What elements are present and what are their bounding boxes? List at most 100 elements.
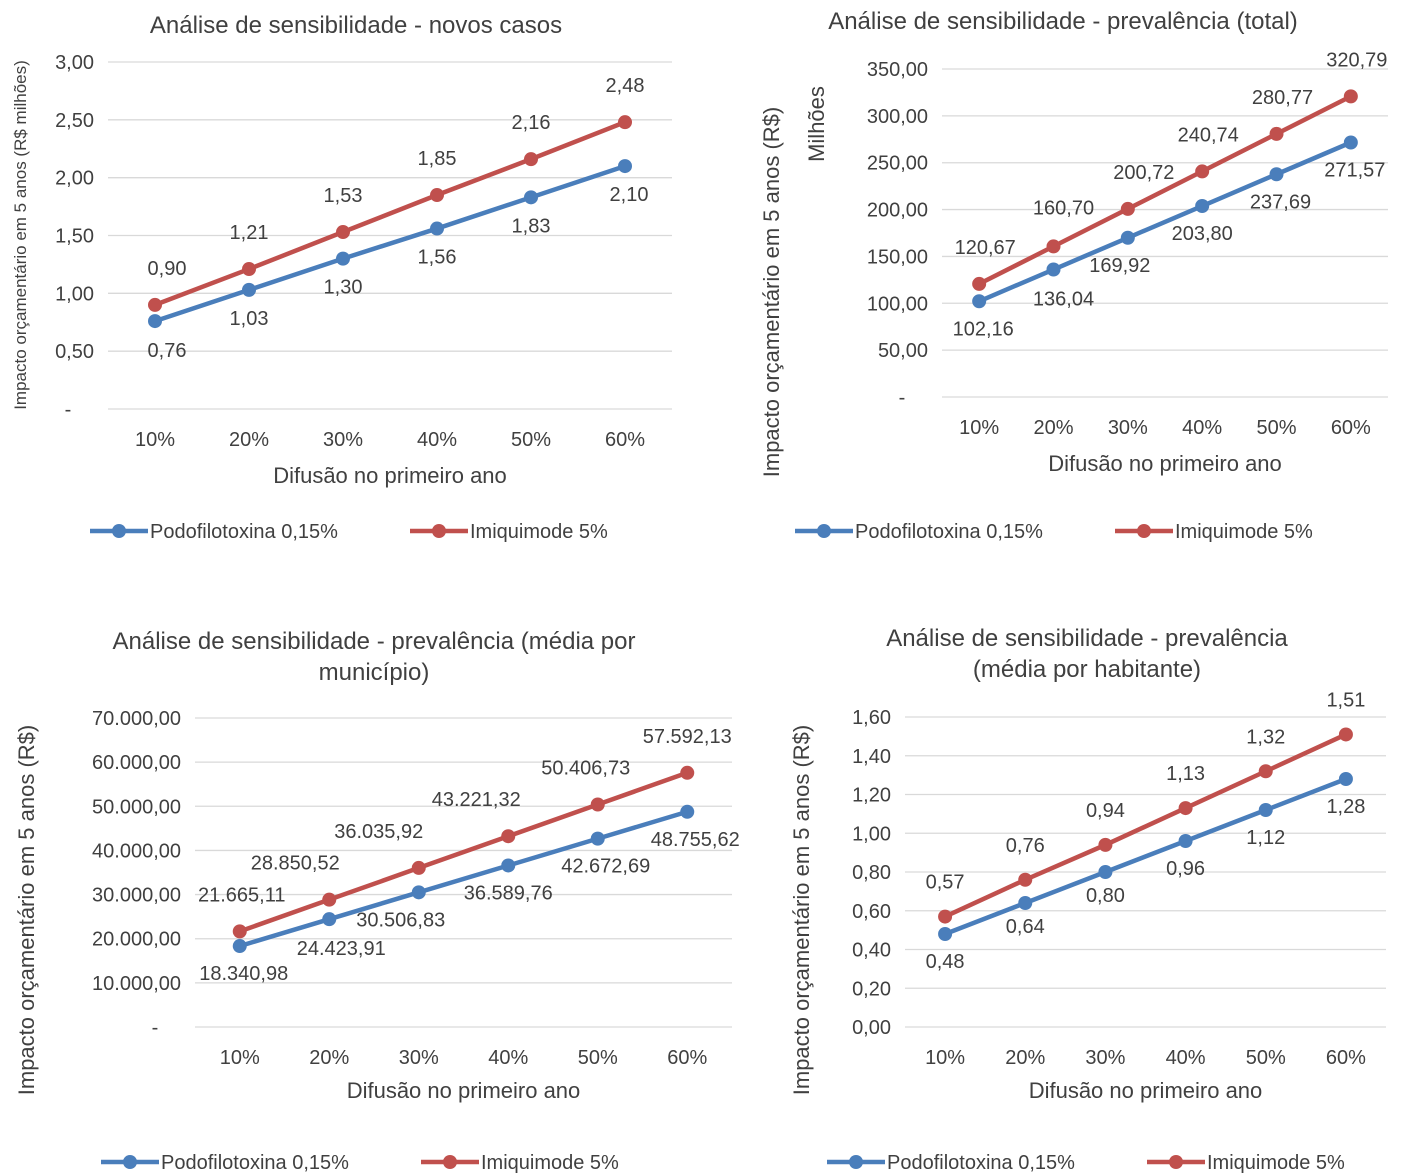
data-point [242,262,256,277]
data-point [1195,199,1210,214]
data-label: 203,80 [1172,223,1233,245]
data-label: 0,80 [1086,885,1125,907]
data-point [590,831,605,846]
legend-marker [432,524,446,538]
y-tick-label: 60.000,00 [92,752,181,774]
y-tick-label: 1,50 [55,226,94,248]
data-label: 2,48 [606,75,645,97]
data-label: 24.423,91 [297,938,386,960]
data-point [411,885,426,900]
data-point [322,892,337,907]
data-point [232,939,247,954]
data-point [1338,772,1353,786]
y-tick-label: 350,00 [867,59,928,81]
x-tick-label: 40% [1166,1047,1206,1069]
data-label: 200,72 [1113,162,1174,184]
x-tick-label: 60% [1331,417,1371,439]
x-tick-label: 20% [309,1047,349,1069]
data-label: 0,64 [1006,916,1045,938]
data-label: 1,03 [230,308,269,330]
data-point [618,115,632,130]
data-label: 1,21 [230,222,269,244]
data-point [336,251,350,266]
y-tick-label: 250,00 [867,153,928,175]
data-label: 0,90 [148,258,187,280]
x-tick-label: 40% [1182,417,1222,439]
data-label: 57.592,13 [643,726,732,748]
data-point [336,225,350,240]
data-label: 50.406,73 [541,757,630,779]
y-tick-label: 40.000,00 [92,840,181,862]
data-label: 1,12 [1246,827,1285,849]
data-point [1098,837,1113,852]
data-point [1343,89,1358,104]
data-label: 18.340,98 [199,963,288,985]
data-label: 0,57 [926,872,965,894]
y-tick-label: 30.000,00 [92,885,181,907]
legend-item: Imiquimode 5% [410,521,608,543]
legend-item: Podofilotoxina 0,15% [795,521,1043,543]
legend-marker [849,1155,863,1169]
y-tick-label: 50,00 [878,340,928,362]
legend-label: Podofilotoxina 0,15% [855,521,1043,543]
unit-label: Milhões [804,86,829,162]
x-tick-label: 60% [1326,1047,1366,1069]
legend-marker [123,1155,137,1169]
data-label: 102,16 [953,318,1014,340]
data-point [1269,167,1284,182]
data-point [411,860,426,875]
series-line-1 [239,809,688,949]
chart-title: (média por habitante) [973,656,1201,683]
x-tick-label: 20% [229,429,269,451]
legend-marker [443,1155,457,1169]
data-point [938,927,953,941]
data-point [1258,803,1273,817]
y-tick-label: 2,00 [55,168,94,190]
series-line-2 [944,732,1347,919]
x-tick-label: 10% [135,429,175,451]
y-tick-label: 0,60 [852,901,891,923]
x-tick-label: 30% [1108,417,1148,439]
x-tick-label: 50% [511,429,551,451]
x-tick-label: 60% [667,1047,707,1069]
legend-marker [1137,524,1151,538]
x-tick-label: 10% [925,1047,965,1069]
chart-4: Análise de sensibilidade - prevalência (m… [789,625,1386,1174]
data-point [148,297,162,312]
data-point [501,858,516,873]
chart-title: município) [319,659,430,686]
y-tick-label: 0,20 [852,978,891,1000]
data-label: 21.665,11 [198,884,286,906]
legend-label: Podofilotoxina 0,15% [150,521,338,543]
y-tick-label: 1,20 [852,785,891,807]
series-line-2 [978,94,1352,286]
y-tick-label: 0,00 [852,1017,891,1039]
y-tick-label: 2,50 [55,110,94,132]
x-tick-label: 40% [488,1047,528,1069]
data-label: 0,96 [1166,858,1205,880]
data-point [242,282,256,297]
data-point [430,188,444,203]
y-tick-label: 0,80 [852,862,891,884]
data-label: 2,16 [512,112,551,134]
data-label: 169,92 [1089,255,1150,277]
chart-title: Análise de sensibilidade - prevalência (… [113,628,636,655]
y-axis-title: Impacto orçamentário em 5 anos (R$) [14,725,39,1096]
data-label: 1,85 [418,148,457,170]
chart-title: Análise de sensibilidade - prevalência (… [828,8,1298,35]
data-label: 0,48 [926,951,965,973]
data-point [1258,764,1273,779]
data-point [972,294,987,309]
data-label: 30.506,83 [356,909,445,931]
data-label: 271,57 [1324,160,1385,182]
y-tick-label: 1,60 [852,707,891,729]
y-tick-label: 0,40 [852,940,891,962]
data-point [1195,164,1210,179]
data-point [680,804,695,819]
legend-marker [1169,1155,1183,1169]
legend-item: Imiquimode 5% [421,1152,619,1174]
x-tick-label: 30% [323,429,363,451]
data-point [1269,126,1284,141]
legend-marker [817,524,831,538]
data-label: 43.221,32 [432,789,521,811]
